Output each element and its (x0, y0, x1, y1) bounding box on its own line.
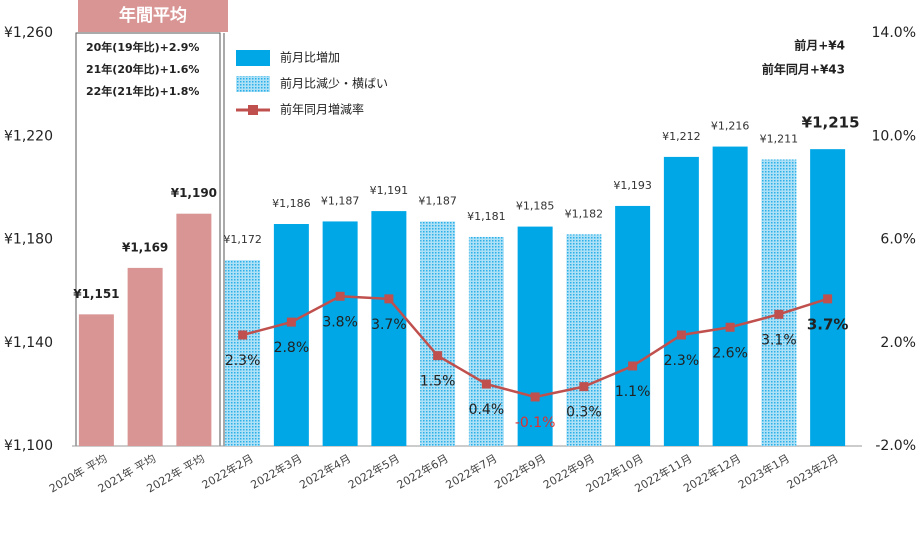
line-marker (433, 351, 443, 361)
legend-marker (248, 105, 258, 115)
line-marker (628, 361, 638, 371)
bar-value-label: ¥1,190 (171, 186, 217, 200)
bar-value-label: ¥1,187 (418, 194, 457, 207)
bar-value-label: ¥1,181 (467, 210, 506, 223)
bar-value-label: ¥1,212 (662, 130, 701, 143)
annotation: 20年(19年比)+2.9% (86, 40, 199, 54)
bar (761, 159, 797, 446)
y2-tick-label: 2.0% (880, 335, 916, 351)
bar-value-label: ¥1,211 (760, 132, 799, 145)
bar-value-label: ¥1,182 (565, 207, 604, 220)
bar-value-label: ¥1,187 (321, 194, 360, 207)
legend-label: 前月比減少・横ばい (280, 76, 388, 91)
line-marker (823, 294, 833, 304)
bar (371, 211, 407, 446)
bar (420, 221, 456, 446)
y-tick-label: ¥1,260 (4, 25, 53, 41)
x-tick-label: 2022年7月 (443, 451, 499, 492)
average-header: 年間平均 (119, 5, 187, 26)
legend-swatch (236, 50, 270, 66)
bar-value-label: ¥1,185 (516, 200, 555, 213)
y2-tick-label: 10.0% (872, 128, 916, 144)
line-marker (335, 291, 345, 301)
bar (712, 146, 748, 446)
line-value-label: -0.1% (515, 415, 556, 431)
bar (566, 234, 602, 446)
line-marker (384, 294, 394, 304)
bar (225, 260, 261, 446)
line-marker (286, 317, 296, 327)
bar (615, 205, 651, 446)
legend-swatch (236, 76, 270, 92)
bar (78, 314, 114, 446)
bar-value-label: ¥1,215 (802, 114, 860, 132)
y2-tick-label: 14.0% (872, 25, 916, 41)
line-value-label: 2.3% (225, 353, 261, 369)
average-header-box (78, 0, 228, 32)
bar-value-label: ¥1,151 (73, 287, 119, 301)
legend-label: 前月比増加 (280, 50, 340, 65)
line-marker (774, 309, 784, 319)
y-tick-label: ¥1,140 (4, 335, 53, 351)
bar-value-label: ¥1,169 (122, 240, 168, 254)
line-value-label: 2.6% (712, 345, 748, 361)
y2-tick-label: -2.0% (875, 438, 916, 454)
line-value-label: 2.3% (664, 353, 700, 369)
line-value-label: 0.3% (566, 405, 602, 421)
legend-label: 前年同月増減率 (280, 102, 364, 117)
bar (468, 236, 504, 446)
x-tick-label: 2022年4月 (297, 451, 353, 492)
line-value-label: 1.5% (420, 374, 456, 390)
line-value-label: 3.7% (807, 315, 849, 333)
x-tick-label: 2022年5月 (346, 451, 402, 492)
line-value-label: 3.8% (322, 314, 358, 330)
line-value-label: 1.1% (615, 384, 651, 400)
y2-tick-label: 6.0% (880, 232, 916, 248)
annotation: 前月+¥4 (794, 38, 845, 53)
bar-value-label: ¥1,172 (223, 233, 262, 246)
bar (517, 226, 553, 446)
line-marker (579, 382, 589, 392)
x-tick-label: 2023年2月 (784, 451, 840, 492)
annotation: 22年(21年比)+1.8% (86, 84, 199, 98)
line-value-label: 3.7% (371, 317, 407, 333)
annotation: 21年(20年比)+1.6% (86, 62, 199, 76)
x-tick-label: 2022年3月 (248, 451, 304, 492)
x-tick-label: 2023年1月 (736, 451, 792, 492)
bar (127, 267, 163, 446)
bar-value-label: ¥1,193 (613, 179, 652, 192)
bar-value-label: ¥1,191 (370, 184, 409, 197)
x-tick-label: 2022年2月 (199, 451, 255, 492)
line-value-label: 2.8% (274, 340, 310, 356)
x-tick-label: 2022年6月 (394, 451, 450, 492)
line-marker (238, 330, 248, 340)
x-tick-label: 2022年9月 (492, 451, 548, 492)
bar (273, 224, 309, 446)
annotation: 前年同月+¥43 (762, 62, 845, 77)
bar (663, 156, 699, 446)
bar-value-label: ¥1,216 (711, 120, 750, 133)
line-value-label: 0.4% (469, 402, 505, 418)
bar (322, 221, 358, 446)
line-value-label: 3.1% (761, 332, 797, 348)
y-tick-label: ¥1,100 (4, 438, 53, 454)
bar (176, 213, 212, 446)
bar-value-label: ¥1,186 (272, 197, 311, 210)
line-marker (725, 322, 735, 332)
line-marker (676, 330, 686, 340)
y-tick-label: ¥1,220 (4, 128, 53, 144)
line-marker (530, 392, 540, 402)
y-tick-label: ¥1,180 (4, 232, 53, 248)
line-marker (481, 379, 491, 389)
